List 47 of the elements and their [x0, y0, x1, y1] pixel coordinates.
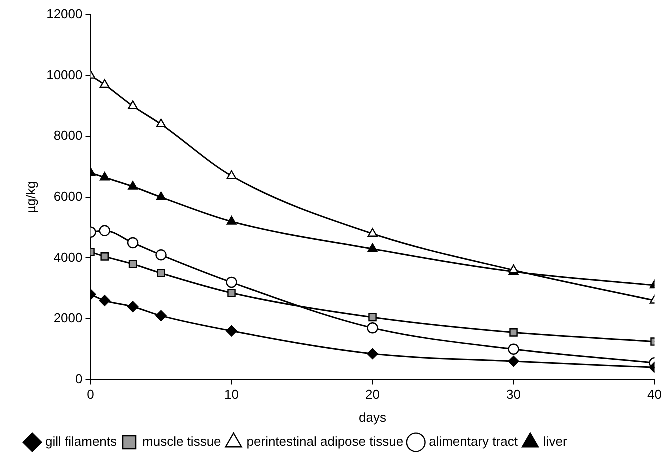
legend-label: muscle tissue	[142, 434, 222, 450]
x-axis-title: days	[359, 410, 387, 425]
point	[508, 344, 520, 355]
legend-label: gill filaments	[46, 434, 118, 450]
point	[228, 289, 236, 298]
y-tick-label: 4000	[54, 250, 83, 265]
x-tick-label: 0	[87, 387, 94, 402]
y-tick-label: 12000	[46, 6, 83, 22]
point	[368, 243, 378, 252]
point	[226, 276, 238, 288]
point	[226, 326, 238, 337]
legend-label: alimentary tract	[429, 434, 518, 450]
point	[510, 328, 518, 337]
y-tick-label: 8000	[54, 128, 83, 144]
point	[368, 228, 378, 237]
point	[226, 216, 237, 225]
point	[100, 252, 109, 261]
y-tick-label: 2000	[54, 310, 83, 326]
point	[100, 79, 110, 88]
point	[128, 181, 138, 190]
x-tick-label: 20	[366, 387, 380, 402]
y-axis-title: µg/kg	[23, 181, 38, 214]
point	[156, 310, 167, 322]
point	[127, 301, 139, 312]
point	[157, 269, 166, 278]
y-tick-label: 0	[76, 371, 83, 386]
point	[226, 170, 237, 180]
point	[368, 313, 377, 322]
point	[99, 225, 110, 236]
point	[508, 356, 520, 368]
y-tick-label: 6000	[54, 188, 83, 204]
point	[128, 260, 138, 268]
x-tick-label: 10	[224, 387, 239, 402]
point	[156, 250, 167, 261]
y-tick-label: 10000	[46, 67, 83, 82]
x-tick-label: 30	[506, 387, 521, 402]
point	[99, 295, 110, 306]
point	[127, 237, 139, 249]
point	[156, 118, 166, 128]
point	[100, 172, 110, 181]
x-tick-label: 40	[648, 387, 662, 402]
point	[128, 100, 138, 110]
legend-label: perintestinal adipose tissue	[246, 434, 404, 450]
point	[367, 348, 378, 360]
point	[367, 322, 378, 334]
legend-label: liver	[543, 434, 568, 450]
point	[156, 192, 166, 200]
